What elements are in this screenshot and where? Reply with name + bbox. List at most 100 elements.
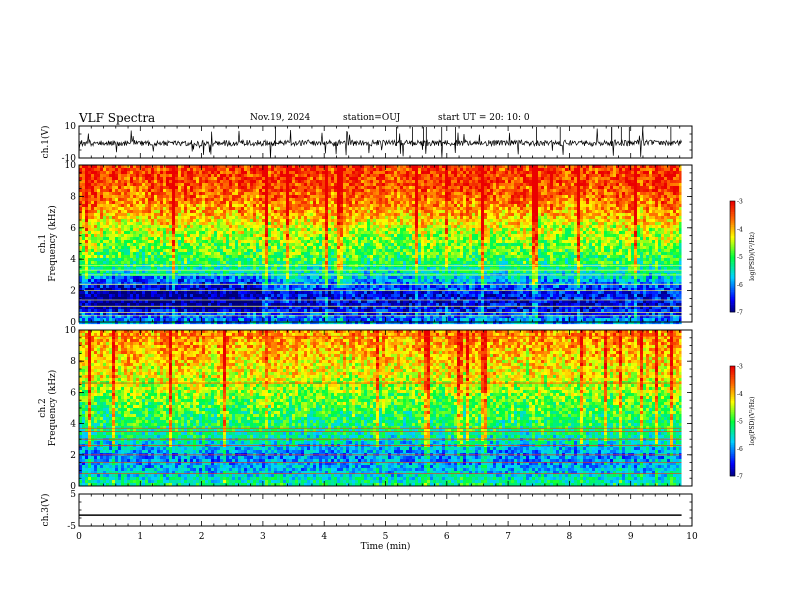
ch1-spectrogram-cell: [121, 213, 125, 217]
ch1-spectrogram-cell: [370, 195, 374, 199]
ch1-spectrogram-cell: [301, 201, 305, 205]
ch1-spectrogram-cell: [637, 210, 641, 214]
ch1-spectrogram-cell: [232, 165, 236, 169]
ch1-spectrogram-cell: [637, 225, 641, 229]
ch1-spectrogram-cell: [571, 222, 575, 226]
ch1-spectrogram-cell: [232, 219, 236, 223]
ch1-spectrogram-cell: [571, 198, 575, 202]
ch1-spectrogram-cell: [499, 228, 503, 232]
ch1-spectrogram-cell: [130, 183, 134, 187]
ch1-spectrogram-cell: [115, 195, 119, 199]
ch1-spectrogram-cell: [463, 192, 467, 196]
ch1-spectrogram-cell: [439, 204, 443, 208]
ch1-spectrogram-cell: [247, 207, 251, 211]
ch1-spectrogram-cell: [196, 189, 200, 193]
ch1-spectrogram-cell: [289, 231, 293, 235]
ch1-spectrogram-cell: [313, 222, 317, 226]
ch1-spectrogram-cell: [607, 216, 611, 220]
ch1-spectrogram-cell: [193, 168, 197, 172]
ch1-spectrogram-cell: [277, 201, 281, 205]
ch1-spectrogram-cell: [430, 198, 434, 202]
ch1-spectrogram-cell: [397, 195, 401, 199]
ch1-spectrogram-cell: [553, 177, 557, 181]
ch1-spectrogram-cell: [253, 177, 257, 181]
ch1-spectrogram-cell: [367, 216, 371, 220]
ch1-spectrogram-cell: [574, 234, 578, 238]
ch1-spectrogram-cell: [160, 198, 164, 202]
ch1-spectrogram-cell: [619, 183, 623, 187]
ch1-spectrogram-cell: [82, 219, 86, 223]
ch1-spectrogram-cell: [637, 180, 641, 184]
ch1-spectrogram-cell: [553, 207, 557, 211]
ch1-spectrogram-cell: [571, 225, 575, 229]
ch1-spectrogram-cell: [352, 219, 356, 223]
ch1-spectrogram-cell: [226, 228, 230, 232]
ch1-spectrogram-cell: [412, 180, 416, 184]
ch1-spectrogram-cell: [475, 234, 479, 238]
ch1-spectrogram-cell: [121, 180, 125, 184]
ch1-spectrogram-cell: [358, 201, 362, 205]
ch1-spectrogram-cell: [223, 174, 227, 178]
ch1-spectrogram-cell: [226, 204, 230, 208]
ch1-spectrogram-cell: [547, 234, 551, 238]
ch1-spectrogram-cell: [523, 183, 527, 187]
ch1-spectrogram-cell: [412, 231, 416, 235]
ch1-spectrogram-cell: [472, 204, 476, 208]
ch1-spectrogram-cell: [583, 204, 587, 208]
ch1-spectrogram-cell: [463, 186, 467, 190]
ch1-spectrogram-cell: [529, 174, 533, 178]
ch1-spectrogram-cell: [256, 228, 260, 232]
ch1-spectrogram-cell: [124, 180, 128, 184]
ch1-spectrogram-cell: [493, 210, 497, 214]
ch1-spectrogram-cell: [241, 180, 245, 184]
ch1-spectrogram-cell: [622, 165, 626, 169]
ch1-spectrogram-cell: [475, 192, 479, 196]
ch1-spectrogram-cell: [451, 207, 455, 211]
ch1-spectrogram-cell: [451, 228, 455, 232]
ch1-spectrogram-cell: [667, 210, 671, 214]
ch1-spectrogram-cell: [475, 207, 479, 211]
ch1-spectrogram-cell: [280, 171, 284, 175]
ch1-spectrogram-cell: [178, 210, 182, 214]
ch1-spectrogram-cell: [145, 186, 149, 190]
ch1-spectrogram-cell: [586, 168, 590, 172]
ch1-spectrogram-cell: [397, 192, 401, 196]
ch1-spectrogram-cell: [355, 165, 359, 169]
ch1-spectrogram-cell: [400, 192, 404, 196]
ch1-spectrogram-cell: [568, 177, 572, 181]
ch1-spectrogram-cell: [106, 186, 110, 190]
ch1-spectrogram-cell: [328, 168, 332, 172]
ch1-spectrogram-cell: [472, 207, 476, 211]
ch1-spectrogram-cell: [529, 222, 533, 226]
ch1-spectrogram-cell: [472, 210, 476, 214]
ch1-spectrogram-cell: [334, 231, 338, 235]
ch1-spectrogram-cell: [409, 165, 413, 169]
ch1-spectrogram-cell: [106, 195, 110, 199]
ch1-spectrogram-cell: [271, 228, 275, 232]
ch1-spectrogram-cell: [628, 234, 632, 238]
ch1-spectrogram-cell: [448, 231, 452, 235]
ch1-spectrogram-cell: [514, 168, 518, 172]
ch1-spectrogram-cell: [145, 219, 149, 223]
ch1-spectrogram-cell: [652, 177, 656, 181]
ch1-spectrogram-cell: [484, 186, 488, 190]
ch1-spectrogram-cell: [559, 204, 563, 208]
ch1-spectrogram-cell: [406, 186, 410, 190]
ch1-spectrogram-cell: [118, 225, 122, 229]
ch1-spectrogram-cell: [310, 174, 314, 178]
ch1-spectrogram-cell: [238, 234, 242, 238]
ch1-spectrogram-cell: [304, 210, 308, 214]
ch1-spectrogram-cell: [466, 165, 470, 169]
ch1-spectrogram-cell: [562, 183, 566, 187]
ch1-spectrogram-cell: [106, 231, 110, 235]
ch1-spectrogram-cell: [130, 231, 134, 235]
ch1-spectrogram-cell: [154, 228, 158, 232]
ch1-spectrogram-cell: [328, 183, 332, 187]
ch1-spectrogram-cell: [496, 177, 500, 181]
ch1-spectrogram-cell: [160, 171, 164, 175]
ch1-spectrogram-cell: [583, 174, 587, 178]
ch1-spectrogram-cell: [622, 228, 626, 232]
ch1-spectrogram-cell: [79, 207, 83, 211]
ch1-spectrogram-cell: [628, 210, 632, 214]
ch1-spectrogram-cell: [220, 183, 224, 187]
